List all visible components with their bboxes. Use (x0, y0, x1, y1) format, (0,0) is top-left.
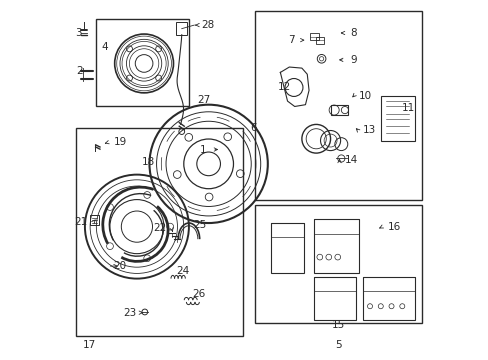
Text: 28: 28 (201, 20, 214, 30)
Text: 10: 10 (359, 91, 372, 101)
Text: 4: 4 (102, 42, 108, 52)
Text: 24: 24 (176, 266, 189, 276)
Text: 5: 5 (335, 340, 342, 350)
Bar (309, 33, 318, 40)
Bar (255, 12, 421, 200)
Text: 9: 9 (349, 55, 356, 65)
Text: 21: 21 (74, 217, 88, 227)
Text: 6: 6 (250, 123, 257, 133)
Text: 1: 1 (200, 144, 206, 154)
Text: 11: 11 (402, 103, 415, 113)
Text: 13: 13 (362, 125, 375, 135)
Text: 19: 19 (113, 138, 126, 147)
Bar (380, 96, 414, 140)
Bar (176, 22, 187, 35)
Text: 15: 15 (331, 320, 345, 330)
Text: 12: 12 (277, 82, 290, 92)
Text: 8: 8 (349, 28, 356, 38)
Text: 18: 18 (142, 157, 155, 167)
Text: 17: 17 (83, 340, 96, 350)
Bar (314, 277, 355, 291)
Text: 26: 26 (192, 289, 205, 299)
Text: 20: 20 (113, 261, 126, 271)
Bar (362, 277, 414, 320)
Bar (271, 223, 303, 237)
Text: 7: 7 (287, 35, 294, 45)
Text: 23: 23 (123, 308, 137, 318)
Text: 14: 14 (344, 155, 357, 165)
Bar (89, 215, 99, 225)
Text: 22: 22 (153, 224, 166, 233)
Bar (315, 37, 324, 44)
Text: 3: 3 (75, 28, 81, 38)
Text: 27: 27 (197, 95, 210, 105)
Bar (362, 277, 414, 291)
Bar (314, 220, 359, 234)
Bar (314, 220, 359, 273)
Bar (96, 19, 188, 107)
Bar (76, 128, 242, 336)
Bar (314, 277, 355, 320)
Bar (330, 105, 348, 116)
Bar (255, 205, 421, 323)
Text: 25: 25 (193, 220, 206, 230)
Bar (271, 223, 303, 273)
Text: 16: 16 (387, 222, 400, 231)
Text: 2: 2 (76, 66, 82, 76)
